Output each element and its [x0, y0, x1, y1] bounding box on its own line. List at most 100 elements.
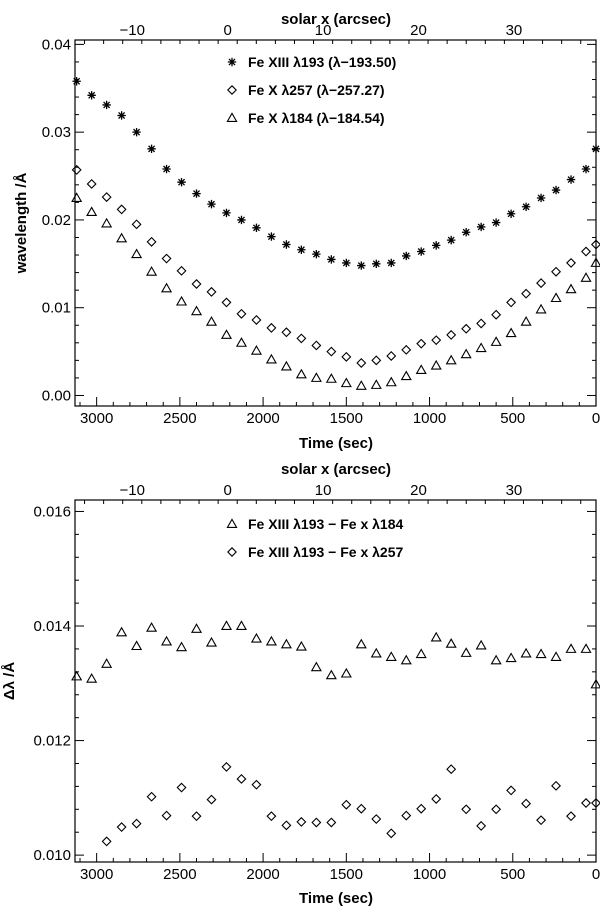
data-point-diamond: [386, 828, 397, 839]
data-point-triangle: [205, 636, 218, 647]
data-point-diamond: [251, 779, 262, 790]
data-point-diamond: [536, 278, 547, 289]
data-point-triangle: [116, 626, 128, 637]
legend-label-fe10-257: Fe X λ257 (λ−257.27): [248, 82, 385, 98]
data-point-asterisk: [551, 185, 561, 195]
data-point-triangle: [131, 640, 143, 651]
data-point-triangle: [175, 295, 188, 306]
data-point-diamond: [551, 780, 562, 791]
data-point-diamond: [281, 820, 292, 831]
data-point-diamond: [146, 236, 157, 247]
data-point-diamond: [581, 246, 591, 257]
data-point-triangle: [590, 257, 600, 267]
x-tick-label: 0: [592, 410, 600, 427]
y-tick-label: 0.014: [33, 618, 71, 635]
data-point-diamond: [416, 338, 427, 349]
legend-symbol-diamond: [227, 85, 237, 95]
data-point-triangle: [131, 248, 143, 259]
data-point-diamond: [371, 355, 382, 366]
data-point-triangle: [565, 643, 577, 653]
data-point-asterisk: [102, 100, 111, 110]
legend: Fe XIII λ193 − Fe x λ184 Fe XIII λ193 − …: [226, 516, 403, 560]
data-point-triangle: [310, 661, 322, 672]
data-point-triangle: [535, 648, 547, 659]
data-point-diamond: [86, 178, 97, 189]
legend-label-fe13-193: Fe XIII λ193 (λ−193.50): [248, 54, 396, 70]
top-tick-label: 10: [315, 22, 332, 39]
data-point-diamond: [176, 265, 187, 276]
y-axis-title: Δλ /Å: [1, 662, 18, 700]
data-point-asterisk: [282, 240, 291, 249]
data-point-asterisk: [591, 144, 600, 154]
data-point-diamond: [191, 811, 202, 822]
data-point-diamond: [446, 329, 457, 340]
data-point-triangle: [116, 232, 128, 243]
data-point-asterisk: [162, 164, 171, 174]
data-point-triangle: [146, 266, 158, 276]
data-point-triangle: [71, 192, 83, 202]
data-point-diamond: [521, 798, 532, 809]
data-point-triangle: [355, 380, 367, 390]
x-tick-label: 2000: [246, 866, 279, 883]
top-tick-label: −10: [120, 22, 145, 39]
data-point-asterisk: [357, 261, 366, 270]
legend-label-fe13-minus-fe257: Fe XIII λ193 − Fe x λ257: [248, 544, 403, 560]
data-point-asterisk: [267, 232, 276, 241]
data-point-triangle: [190, 305, 203, 316]
data-point-triangle: [205, 316, 218, 326]
data-point-triangle: [520, 647, 532, 658]
data-point-diamond: [326, 346, 337, 357]
data-point-triangle: [370, 379, 382, 389]
top-axis-title: solar x (arcsec): [281, 461, 391, 478]
data-point-triangle: [430, 359, 442, 370]
data-point-triangle: [415, 364, 427, 375]
data-point-asterisk: [252, 223, 261, 233]
data-point-diamond: [536, 815, 547, 826]
data-point-diamond: [101, 836, 112, 847]
data-point-asterisk: [387, 258, 396, 268]
data-point-triangle: [146, 622, 158, 632]
x-tick-label: 3000: [80, 866, 113, 883]
data-point-diamond: [251, 315, 262, 325]
data-point-asterisk: [297, 245, 306, 254]
data-point-asterisk: [581, 164, 591, 174]
data-point-diamond: [326, 817, 337, 828]
data-points: [71, 620, 600, 847]
data-point-triangle: [490, 654, 502, 665]
plot-frame: [74, 39, 597, 407]
data-point-triangle: [340, 667, 352, 678]
data-point-diamond: [401, 810, 412, 821]
data-point-diamond: [221, 761, 232, 772]
legend-marker-triangle: [226, 518, 238, 529]
data-point-triangle: [265, 635, 277, 646]
data-point-diamond: [341, 799, 352, 810]
y-tick-label: 0.010: [33, 847, 71, 864]
x-tick-label: 3000: [80, 410, 113, 427]
data-point-diamond: [206, 794, 217, 805]
data-point-triangle: [550, 292, 562, 303]
data-point-diamond: [236, 308, 247, 319]
data-point-diamond: [416, 803, 427, 814]
data-point-diamond: [431, 335, 442, 346]
data-point-diamond: [296, 816, 307, 827]
y-tick-label: 0.012: [33, 733, 71, 750]
data-point-triangle: [490, 336, 502, 346]
data-point-asterisk: [87, 91, 96, 100]
data-point-diamond: [281, 327, 292, 338]
data-point-asterisk: [402, 251, 411, 261]
x-tick-label: 1500: [330, 866, 363, 883]
data-point-triangle: [430, 631, 442, 642]
data-point-diamond: [131, 818, 142, 829]
data-point-diamond: [296, 333, 307, 344]
data-point-diamond: [581, 798, 591, 808]
plot-frame: [74, 499, 597, 863]
data-point-triangle: [220, 329, 233, 339]
data-point-triangle: [460, 348, 472, 359]
data-point-triangle: [265, 353, 277, 364]
y-tick-label: 0.04: [42, 36, 71, 53]
data-point-diamond: [161, 253, 172, 264]
data-point-diamond: [206, 286, 217, 297]
axis-ticks: 3000 2500 2000 1500 1000 500 0 −10 0 10 20 30 0.010 0…: [33, 482, 600, 883]
data-point-triangle: [505, 652, 517, 663]
